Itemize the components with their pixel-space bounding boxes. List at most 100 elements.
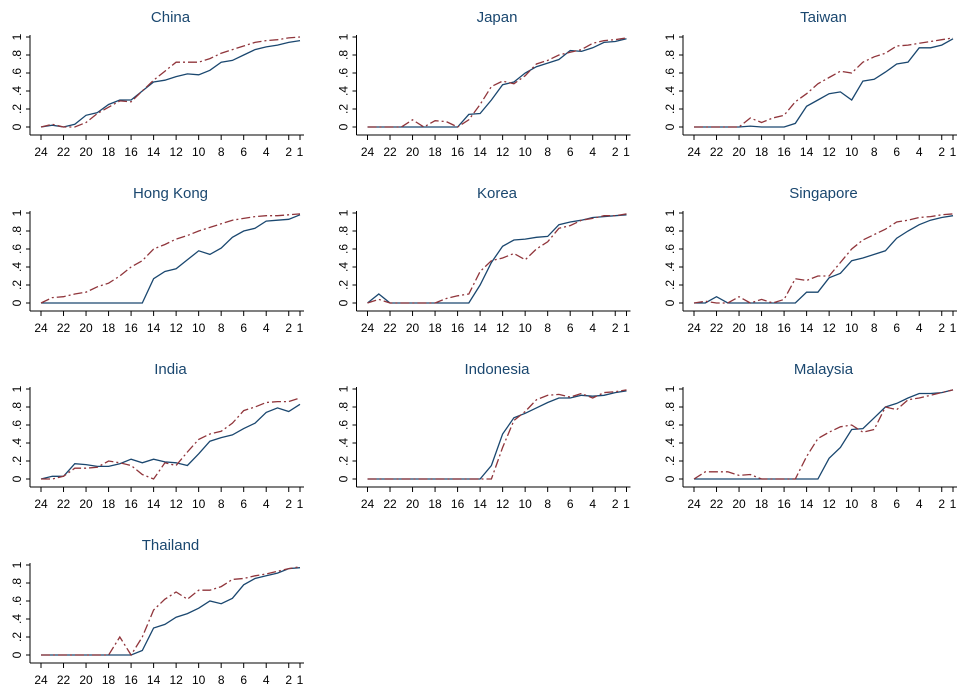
x-tick-label: 6 <box>567 497 574 511</box>
panel-title: China <box>151 9 191 26</box>
y-tick-label: 0 <box>10 475 24 482</box>
y-tick-label: .6 <box>10 596 24 606</box>
y-tick-label: 1 <box>663 33 677 40</box>
x-tick-label: 1 <box>297 673 304 687</box>
y-tick-label: 0 <box>337 475 351 482</box>
x-tick-label: 8 <box>544 497 551 511</box>
y-tick-label: .8 <box>337 50 351 60</box>
x-tick-label: 18 <box>102 145 116 159</box>
x-tick-label: 18 <box>755 145 769 159</box>
x-tick-label: 20 <box>406 497 420 511</box>
x-tick-label: 6 <box>893 145 900 159</box>
x-tick-label: 8 <box>871 145 878 159</box>
y-tick-label: .2 <box>10 104 24 114</box>
x-tick-label: 4 <box>589 321 596 335</box>
x-tick-label: 2 <box>612 321 619 335</box>
x-tick-label: 10 <box>192 321 206 335</box>
series-line <box>41 567 301 656</box>
x-tick-label: 2 <box>938 497 945 511</box>
panel-title: Japan <box>477 9 518 26</box>
y-tick-label: 1 <box>337 33 351 40</box>
x-tick-label: 14 <box>800 321 814 335</box>
x-tick-label: 16 <box>124 145 138 159</box>
y-tick-label: 0 <box>663 299 677 306</box>
series-line <box>367 38 627 128</box>
x-tick-label: 4 <box>916 321 923 335</box>
x-tick-label: 18 <box>102 321 116 335</box>
x-tick-label: 24 <box>361 321 375 335</box>
panel-title: Taiwan <box>800 9 847 26</box>
series-line <box>694 38 954 128</box>
x-tick-label: 20 <box>79 321 93 335</box>
x-tick-label: 20 <box>732 321 746 335</box>
x-tick-label: 8 <box>871 497 878 511</box>
series-line <box>367 389 627 480</box>
x-tick-label: 1 <box>297 145 304 159</box>
x-tick-label: 1 <box>297 497 304 511</box>
series-line <box>367 37 627 128</box>
y-tick-label: .4 <box>10 262 24 272</box>
panel-title: Singapore <box>789 185 857 202</box>
x-tick-label: 24 <box>687 145 701 159</box>
x-tick-label: 2 <box>938 321 945 335</box>
y-tick-label: .2 <box>10 632 24 642</box>
x-tick-label: 6 <box>893 497 900 511</box>
x-tick-label: 24 <box>361 145 375 159</box>
x-tick-label: 2 <box>612 145 619 159</box>
x-tick-label: 2 <box>285 145 292 159</box>
series-line <box>694 389 954 480</box>
y-tick-label: .6 <box>10 420 24 430</box>
y-tick-label: .2 <box>663 280 677 290</box>
x-tick-label: 6 <box>893 321 900 335</box>
y-tick-label: .2 <box>663 456 677 466</box>
y-tick-label: .6 <box>337 244 351 254</box>
y-tick-label: .8 <box>663 50 677 60</box>
x-tick-label: 22 <box>57 497 71 511</box>
x-tick-label: 4 <box>263 497 270 511</box>
y-tick-label: .4 <box>663 262 677 272</box>
x-tick-label: 22 <box>383 321 397 335</box>
x-tick-label: 22 <box>383 145 397 159</box>
series-line <box>41 566 301 657</box>
x-tick-label: 1 <box>950 497 957 511</box>
y-tick-label: .2 <box>10 456 24 466</box>
x-tick-label: 6 <box>240 145 247 159</box>
x-tick-label: 2 <box>285 673 292 687</box>
x-tick-label: 6 <box>567 145 574 159</box>
x-tick-label: 10 <box>192 673 206 687</box>
x-tick-label: 8 <box>218 497 225 511</box>
x-tick-label: 12 <box>169 321 183 335</box>
series-line <box>40 213 301 304</box>
x-tick-label: 4 <box>916 145 923 159</box>
x-tick-label: 22 <box>710 145 724 159</box>
x-tick-label: 1 <box>950 321 957 335</box>
x-tick-label: 16 <box>124 497 138 511</box>
y-tick-label: .8 <box>10 402 24 412</box>
x-tick-label: 16 <box>777 321 791 335</box>
x-tick-label: 1 <box>623 321 630 335</box>
y-tick-label: .6 <box>663 244 677 254</box>
x-tick-label: 22 <box>710 497 724 511</box>
x-tick-label: 1 <box>623 497 630 511</box>
x-tick-label: 12 <box>169 145 183 159</box>
y-tick-label: .8 <box>10 226 24 236</box>
x-tick-label: 2 <box>612 497 619 511</box>
x-tick-label: 24 <box>34 145 48 159</box>
x-tick-label: 20 <box>732 145 746 159</box>
x-tick-label: 12 <box>496 145 510 159</box>
y-tick-label: .8 <box>337 226 351 236</box>
y-tick-label: .4 <box>663 86 677 96</box>
x-tick-label: 8 <box>871 321 878 335</box>
y-tick-label: .6 <box>10 68 24 78</box>
x-tick-label: 4 <box>263 673 270 687</box>
y-tick-label: .4 <box>10 438 24 448</box>
y-tick-label: .8 <box>663 402 677 412</box>
series-line <box>367 390 627 480</box>
x-tick-label: 8 <box>544 321 551 335</box>
x-tick-label: 1 <box>950 145 957 159</box>
y-tick-label: .8 <box>663 226 677 236</box>
x-tick-label: 6 <box>240 673 247 687</box>
y-tick-label: .2 <box>10 280 24 290</box>
x-tick-label: 18 <box>102 497 116 511</box>
